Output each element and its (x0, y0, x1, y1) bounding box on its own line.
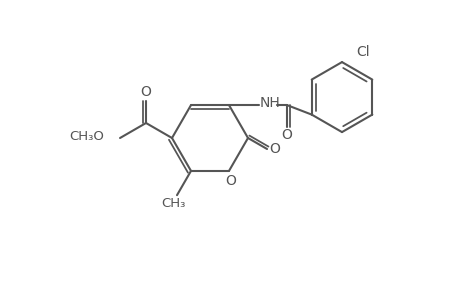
Text: CH₃O: CH₃O (69, 130, 104, 142)
Text: O: O (269, 142, 280, 156)
Text: O: O (225, 174, 236, 188)
Text: Cl: Cl (355, 45, 369, 59)
Text: O: O (281, 128, 292, 142)
Text: O: O (140, 85, 151, 99)
Text: CH₃: CH₃ (161, 197, 185, 210)
Text: NH: NH (259, 96, 280, 110)
